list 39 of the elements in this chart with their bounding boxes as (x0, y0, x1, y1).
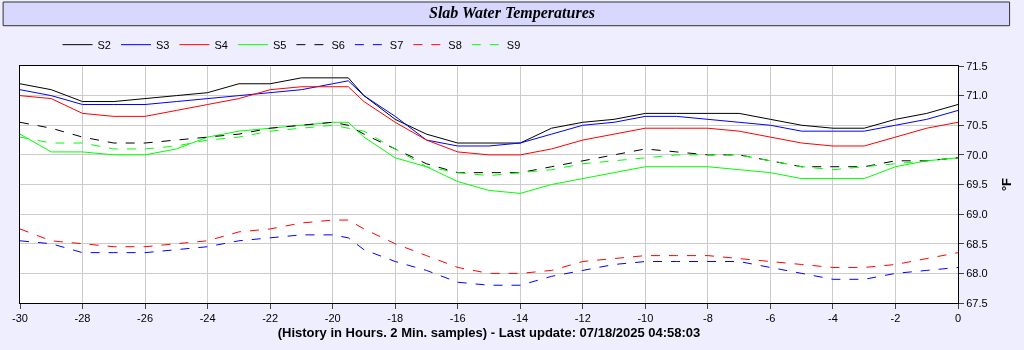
x-tick-label: -14 (512, 312, 529, 325)
y-tick-label: 70.5 (966, 119, 988, 132)
x-tick-label: -26 (137, 312, 154, 325)
x-tick-label: -2 (890, 312, 901, 325)
x-tick-label: -6 (765, 312, 776, 325)
x-tick-label: -24 (199, 312, 216, 325)
x-tick-label: -8 (702, 312, 713, 325)
x-tick-label: -22 (262, 312, 279, 325)
legend-label: S8 (448, 38, 462, 51)
y-tick-label: 69.0 (966, 207, 988, 220)
legend-label: S9 (506, 38, 521, 51)
y-tick-label: 71.0 (966, 89, 988, 102)
x-axis-title: (History in Hours. 2 Min. samples) - Last update: 07/18/2025 04:58:03 (277, 324, 701, 340)
line-series (20, 219, 958, 274)
y-tick-label: 67.5 (966, 296, 988, 309)
y-tick-label: 70.0 (966, 148, 988, 161)
y-axis-title: °F (999, 177, 1015, 192)
x-tick-label: -30 (12, 312, 28, 325)
legend-label: S3 (155, 38, 170, 51)
chart-title: Slab Water Temperatures (429, 3, 595, 22)
legend-label: S2 (97, 38, 111, 51)
legend-label: S7 (389, 38, 404, 51)
x-tick-label: -10 (637, 312, 654, 325)
x-tick-label: -20 (324, 312, 341, 325)
x-tick-label: -28 (74, 312, 91, 325)
legend-label: S5 (272, 38, 287, 51)
x-tick-label: -18 (387, 312, 404, 325)
legend-label: S4 (214, 38, 228, 51)
legend-label: S6 (331, 38, 345, 51)
line-series (20, 234, 958, 286)
line-series (20, 86, 958, 156)
y-tick-label: 69.5 (966, 178, 988, 191)
y-tick-label: 68.5 (966, 237, 988, 250)
x-tick-label: 0 (954, 312, 962, 325)
x-tick-label: -12 (574, 312, 591, 325)
x-tick-label: -4 (828, 312, 838, 325)
y-tick-label: 71.5 (966, 59, 988, 72)
x-tick-label: -16 (449, 312, 466, 325)
y-tick-label: 68.0 (966, 267, 988, 280)
